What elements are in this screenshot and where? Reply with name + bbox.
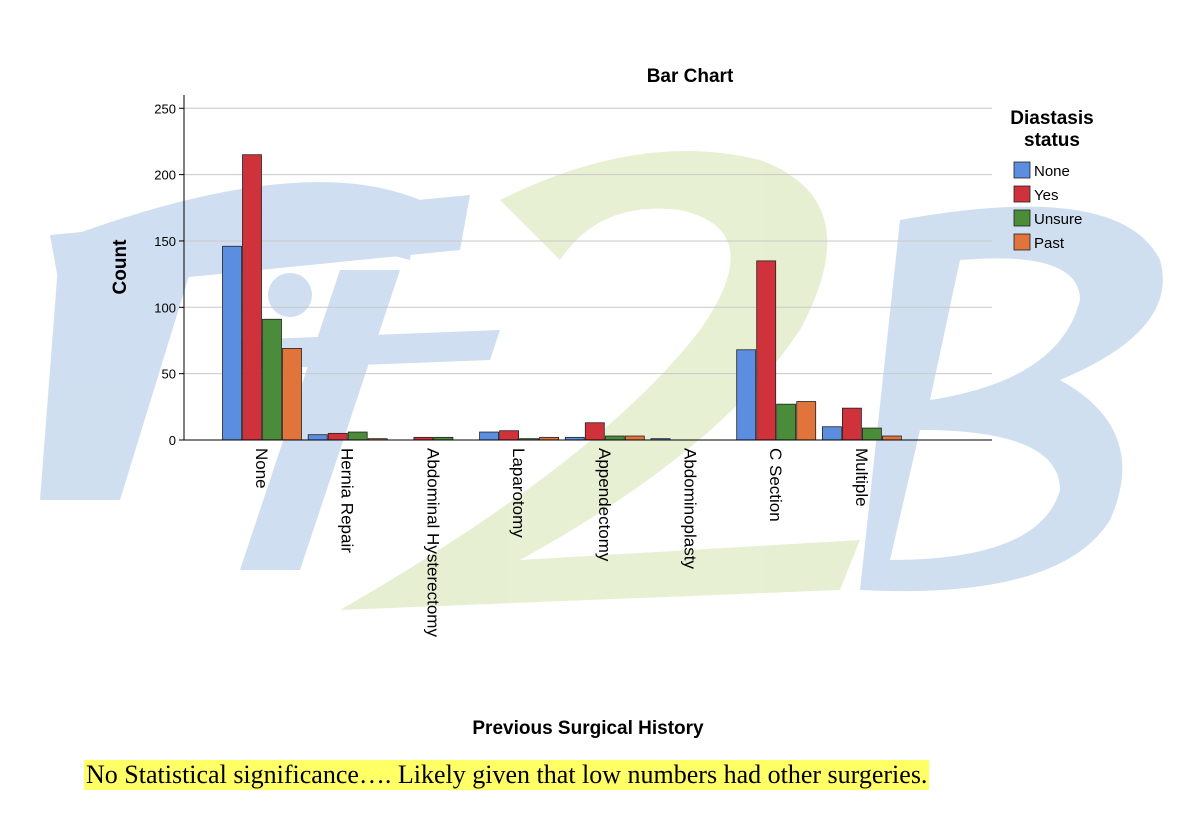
legend-swatch-yes [1013, 185, 1031, 203]
x-category-label: Abdominal Hysterectomy [423, 448, 442, 637]
bar-hernia-repair-yes [327, 432, 348, 441]
y-tick-label: 0 [169, 433, 176, 448]
bar-appendectomy-yes [584, 422, 605, 441]
caption-note: No Statistical significance…. Likely giv… [84, 760, 930, 790]
bar-none-past [282, 348, 302, 441]
bar-laparotomy-yes [499, 430, 520, 441]
bar-none-yes [242, 154, 262, 441]
y-tick-label: 150 [154, 234, 176, 249]
x-axis-title: Previous Surgical History [472, 718, 704, 739]
bar-hernia-repair-unsure [347, 431, 368, 441]
bar-multiple-yes [842, 407, 862, 441]
bar-laparotomy-none [479, 431, 500, 441]
bar-multiple-past [882, 435, 902, 441]
bar-appendectomy-past [624, 435, 645, 441]
x-axis-category-labels: None Hernia Repair Abdominal Hysterectomy L… [252, 448, 871, 637]
x-category-label: Hernia Repair [338, 448, 357, 553]
bar-c-section-past [796, 401, 817, 441]
y-axis-ticks: 0 50 100 150 200 250 [154, 101, 184, 448]
legend-swatch-past [1013, 233, 1031, 251]
bar-chart: Bar Chart 0 50 100 150 200 250 None Hernia Rep… [110, 66, 1094, 739]
x-category-label: Multiple [852, 448, 871, 507]
bar-hernia-repair-none [307, 434, 328, 441]
bar-c-section-yes [756, 260, 777, 441]
bar-multiple-none [822, 426, 842, 441]
bar-multiple-unsure [862, 427, 882, 441]
y-tick-label: 200 [154, 168, 176, 183]
y-axis-title: Count [110, 239, 131, 295]
legend-label-past: Past [1034, 235, 1065, 252]
legend: Diastasis status None Yes Unsure Past [1010, 108, 1093, 252]
bar-c-section-unsure [776, 403, 797, 441]
x-category-label: Laparotomy [509, 448, 528, 538]
bar-c-section-none [736, 349, 757, 441]
legend-title-line-1: Diastasis [1010, 108, 1093, 129]
x-category-label: Abdominoplasty [681, 448, 700, 569]
bar-none-none [222, 245, 242, 441]
legend-items: None Yes Unsure Past [1013, 161, 1082, 252]
bar-none-unsure [262, 318, 282, 441]
x-category-label: C Section [766, 448, 785, 522]
legend-label-unsure: Unsure [1034, 211, 1082, 228]
y-tick-label: 250 [154, 101, 176, 116]
legend-swatch-unsure [1013, 209, 1031, 227]
legend-label-yes: Yes [1034, 187, 1058, 204]
x-category-label: None [252, 448, 271, 489]
x-category-label: Appendectomy [595, 448, 614, 562]
legend-swatch-none [1013, 161, 1031, 179]
legend-label-none: None [1034, 163, 1070, 180]
y-tick-label: 50 [162, 367, 176, 382]
legend-title-line-2: status [1024, 130, 1080, 151]
chart-title: Bar Chart [647, 66, 734, 87]
bar-series-group [222, 154, 902, 441]
bar-appendectomy-unsure [604, 435, 625, 441]
y-tick-label: 100 [154, 300, 176, 315]
gridlines [184, 107, 992, 375]
